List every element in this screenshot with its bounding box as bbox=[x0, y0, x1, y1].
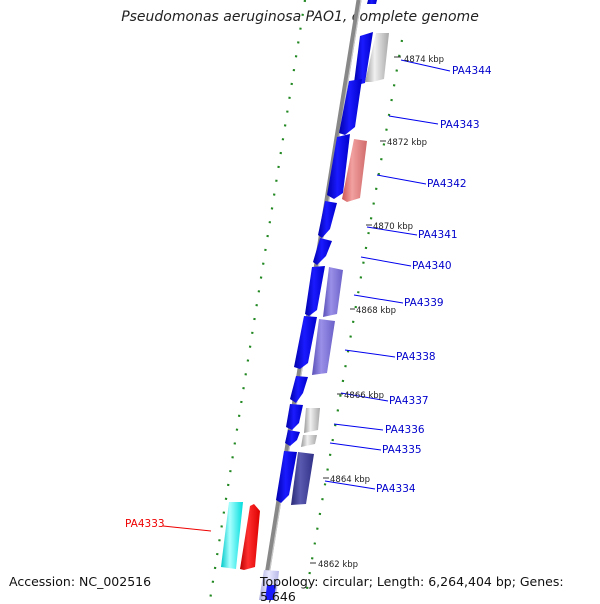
gene-label-pa4339[interactable]: PA4339 bbox=[404, 297, 444, 309]
gene-label-pa4344[interactable]: PA4344 bbox=[452, 65, 492, 77]
gene-label-pa4334[interactable]: PA4334 bbox=[376, 483, 416, 495]
kbp-tick-label: 4866 kbp bbox=[344, 391, 384, 401]
gene-labels: PA4344 PA4343 PA4342 PA4341 PA4340 PA433… bbox=[125, 65, 492, 530]
reverse-strand-genes bbox=[221, 502, 279, 600]
gene-label-pa4343[interactable]: PA4343 bbox=[440, 119, 480, 131]
accession-text: Accession: NC_002516 bbox=[9, 574, 152, 589]
gene-label-pa4336[interactable]: PA4336 bbox=[385, 424, 425, 436]
kbp-tick-label: 4862 kbp bbox=[318, 560, 358, 570]
gene-arrow[interactable] bbox=[276, 451, 297, 503]
gene-purple-pa4338[interactable] bbox=[312, 319, 335, 375]
gene-arrow[interactable] bbox=[265, 585, 276, 600]
gene-arrow[interactable] bbox=[286, 404, 303, 430]
gene-arrow[interactable] bbox=[290, 376, 308, 403]
gene-arrow[interactable] bbox=[313, 238, 332, 265]
kbp-tick-label: 4870 kbp bbox=[373, 222, 413, 232]
gene-red-pa4333[interactable] bbox=[240, 504, 260, 570]
gene-arrow[interactable] bbox=[367, 0, 377, 4]
gene-label-pa4341[interactable]: PA4341 bbox=[418, 229, 458, 241]
gene-arrow[interactable] bbox=[305, 266, 325, 316]
outer-track-genes bbox=[291, 33, 389, 505]
gene-purple-pa4339[interactable] bbox=[323, 267, 343, 317]
gene-arrow[interactable] bbox=[285, 430, 300, 446]
kbp-tick-label: 4874 kbp bbox=[404, 55, 444, 65]
gene-pink-pa4342[interactable] bbox=[342, 139, 367, 202]
map-title: Pseudomonas aeruginosa PAO1, complete ge… bbox=[121, 9, 479, 25]
gene-label-pa4340[interactable]: PA4340 bbox=[412, 260, 452, 272]
kbp-tick-label: 4868 kbp bbox=[356, 306, 396, 316]
gene-label-pa4337[interactable]: PA4337 bbox=[389, 395, 429, 407]
kbp-ruler: 4874 kbp 4872 kbp 4870 kbp 4868 kbp 4866… bbox=[310, 55, 444, 570]
gene-arrow[interactable] bbox=[354, 32, 373, 85]
gene-arrow[interactable] bbox=[294, 316, 317, 369]
label-leader-lines bbox=[162, 59, 451, 532]
gene-grey-pa4344[interactable] bbox=[365, 33, 389, 82]
gene-label-pa4333[interactable]: PA4333 bbox=[125, 518, 165, 530]
gene-cyan[interactable] bbox=[221, 502, 243, 569]
gene-arrow[interactable] bbox=[327, 134, 350, 199]
gene-arrow[interactable] bbox=[318, 201, 337, 238]
forward-strand-genes bbox=[276, 0, 377, 503]
gene-arrow[interactable] bbox=[339, 79, 362, 135]
gene-dark-pa4334[interactable] bbox=[291, 452, 314, 505]
gene-label-pa4342[interactable]: PA4342 bbox=[427, 178, 467, 190]
kbp-tick-label: 4872 kbp bbox=[387, 138, 427, 148]
gene-grey-pa4335[interactable] bbox=[301, 435, 317, 447]
gene-label-pa4335[interactable]: PA4335 bbox=[382, 444, 422, 456]
gene-grey-pa4336[interactable] bbox=[304, 408, 320, 433]
gene-label-pa4338[interactable]: PA4338 bbox=[396, 351, 436, 363]
kbp-tick-label: 4864 kbp bbox=[330, 475, 370, 485]
